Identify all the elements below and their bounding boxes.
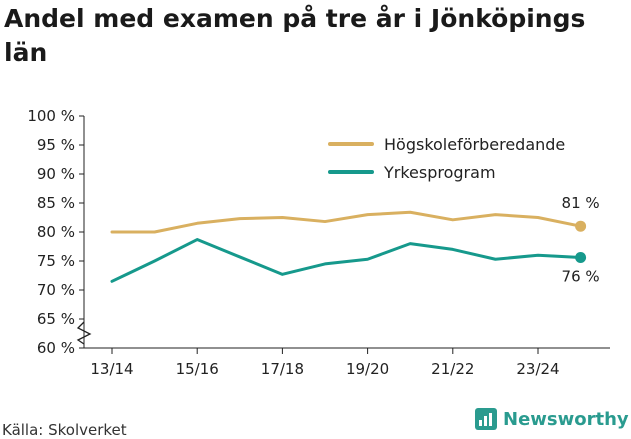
y-tick-label: 100 %: [27, 107, 75, 125]
y-tick-label: 80 %: [37, 223, 75, 241]
y-tick-label: 70 %: [37, 281, 75, 299]
y-tick-label: 75 %: [37, 252, 75, 270]
y-tick-label: 65 %: [37, 310, 75, 328]
series-end-label: 76 %: [562, 268, 600, 286]
y-tick-label: 90 %: [37, 165, 75, 183]
legend-label: Yrkesprogram: [383, 163, 496, 182]
newsworthy-logo: Newsworthy: [475, 408, 629, 430]
brand-name: Newsworthy: [503, 408, 629, 430]
x-tick-label: 15/16: [176, 360, 219, 378]
bar-chart-icon: [475, 408, 497, 430]
x-tick-label: 17/18: [261, 360, 304, 378]
series-line: [110, 210, 583, 234]
x-tick-label: 19/20: [346, 360, 389, 378]
x-tick-label: 23/24: [516, 360, 559, 378]
y-tick-label: 95 %: [37, 136, 75, 154]
source-note: Källa: Skolverket: [2, 421, 127, 439]
chart-title: Andel med examen på tre år i Jönköpings …: [4, 4, 586, 67]
y-tick-label: 85 %: [37, 194, 75, 212]
x-tick-label: 21/22: [431, 360, 474, 378]
axis-break-icon: [76, 321, 92, 345]
legend-label: Högskoleförberedande: [384, 135, 565, 154]
line-chart: 100 % 95 % 90 % 85 % 80 % 75 % 70 % 65 % 60 % 13…: [27, 107, 610, 378]
x-tick-label: 13/14: [90, 360, 133, 378]
series-end-point: [575, 220, 587, 232]
series-end-point: [575, 252, 587, 264]
y-tick-label: 60 %: [37, 339, 75, 357]
series-line: [110, 238, 583, 283]
series-end-label: 81 %: [562, 194, 600, 212]
